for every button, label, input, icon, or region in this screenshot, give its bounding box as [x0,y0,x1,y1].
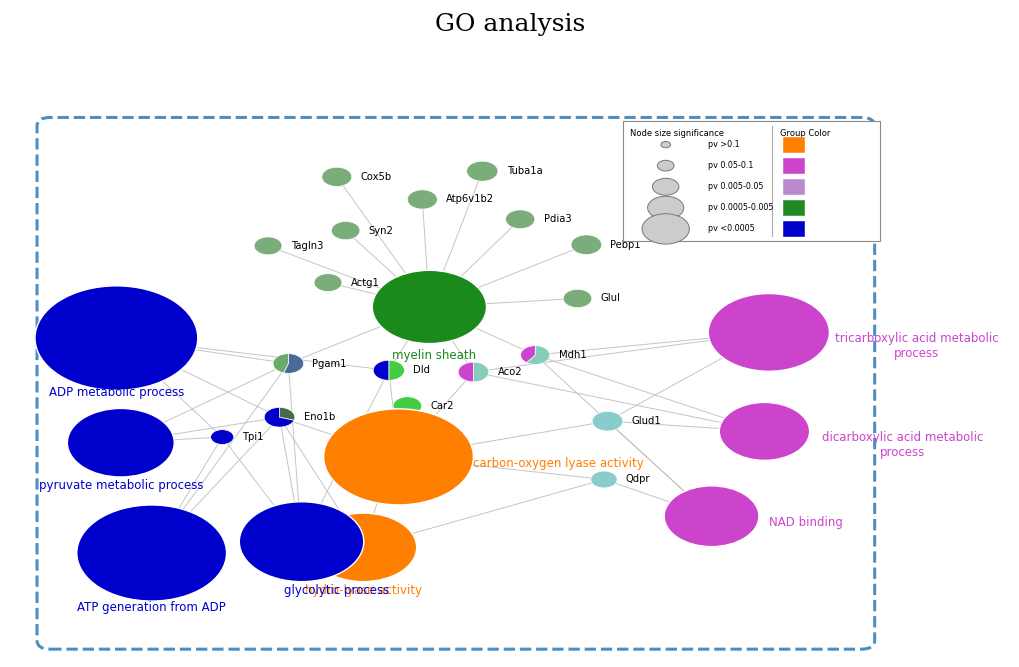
Wedge shape [279,408,294,420]
Text: Tagln3: Tagln3 [290,241,323,251]
Text: pv 0.0005-0.005: pv 0.0005-0.005 [707,203,772,212]
FancyBboxPatch shape [623,121,879,241]
Bar [783,158,804,173]
Circle shape [254,237,281,255]
Text: Qdpr: Qdpr [626,474,650,484]
Text: Glul: Glul [600,293,620,303]
Wedge shape [283,354,304,374]
Text: glycolytic process: glycolytic process [284,584,389,597]
Text: Atp6v1b2: Atp6v1b2 [445,195,494,205]
Circle shape [562,289,591,307]
Circle shape [322,167,352,187]
Circle shape [590,471,616,488]
Circle shape [718,402,809,460]
Bar [783,137,804,153]
Text: dicarboxylic acid metabolic
process: dicarboxylic acid metabolic process [821,432,982,460]
Wedge shape [264,408,293,427]
Text: Aco2: Aco2 [497,367,522,377]
Text: Pdia3: Pdia3 [543,214,571,224]
Circle shape [323,409,473,505]
Text: Cox5b: Cox5b [361,172,391,182]
Text: pv 0.05-0.1: pv 0.05-0.1 [707,161,753,170]
Text: Node size significance: Node size significance [630,129,723,138]
Wedge shape [373,360,388,380]
Circle shape [314,273,341,291]
Circle shape [67,408,174,477]
Wedge shape [526,346,549,364]
Text: Car2: Car2 [430,401,453,411]
FancyBboxPatch shape [37,117,874,649]
Text: Tuba1a: Tuba1a [506,166,542,176]
Text: tricarboxylic acid metabolic
process: tricarboxylic acid metabolic process [835,332,998,360]
Text: pyruvate metabolic process: pyruvate metabolic process [39,480,203,492]
Text: pv 0.005-0.05: pv 0.005-0.05 [707,182,763,191]
Circle shape [467,161,497,181]
Text: Pebp1: Pebp1 [610,239,641,249]
Circle shape [592,412,623,431]
Text: pv <0.0005: pv <0.0005 [707,224,754,233]
Circle shape [310,513,417,582]
Circle shape [331,221,360,239]
Text: ADP metabolic process: ADP metabolic process [49,386,183,399]
Bar [783,200,804,215]
Text: NAD binding: NAD binding [768,516,842,529]
Wedge shape [473,362,488,382]
Text: ATP generation from ADP: ATP generation from ADP [77,601,226,614]
Bar [783,221,804,237]
Text: Eno1b: Eno1b [304,412,334,422]
Circle shape [239,502,364,582]
Text: Mdh1: Mdh1 [558,350,586,360]
Circle shape [647,196,683,219]
Circle shape [663,486,758,547]
Circle shape [35,286,198,390]
Circle shape [652,178,679,195]
Bar [783,179,804,195]
Circle shape [571,235,601,255]
Text: carbon-oxygen lyase activity: carbon-oxygen lyase activity [473,457,644,470]
Wedge shape [458,362,473,382]
Text: Dld: Dld [413,366,430,376]
Circle shape [76,505,226,601]
Text: pv >0.1: pv >0.1 [707,140,739,149]
Text: Group Color: Group Color [780,129,829,138]
Circle shape [641,213,689,244]
Circle shape [505,210,534,229]
Text: Syn2: Syn2 [369,225,393,235]
Circle shape [211,430,233,444]
Circle shape [660,141,669,147]
Circle shape [407,190,437,209]
Circle shape [372,270,486,344]
Text: hydro-lyase activity: hydro-lyase activity [305,584,422,597]
Text: Glud1: Glud1 [631,416,660,426]
Text: Tpi1: Tpi1 [243,432,264,442]
Wedge shape [520,346,535,363]
Text: myelin sheath: myelin sheath [391,350,476,362]
Circle shape [707,293,828,372]
Circle shape [392,397,421,415]
Text: Actg1: Actg1 [351,277,379,287]
Circle shape [656,160,674,171]
Text: Pgam1: Pgam1 [312,359,346,369]
Wedge shape [273,354,288,373]
Wedge shape [388,360,405,380]
Text: GO analysis: GO analysis [434,13,585,36]
